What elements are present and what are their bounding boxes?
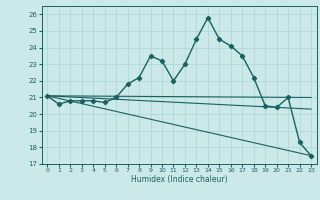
X-axis label: Humidex (Indice chaleur): Humidex (Indice chaleur): [131, 175, 228, 184]
